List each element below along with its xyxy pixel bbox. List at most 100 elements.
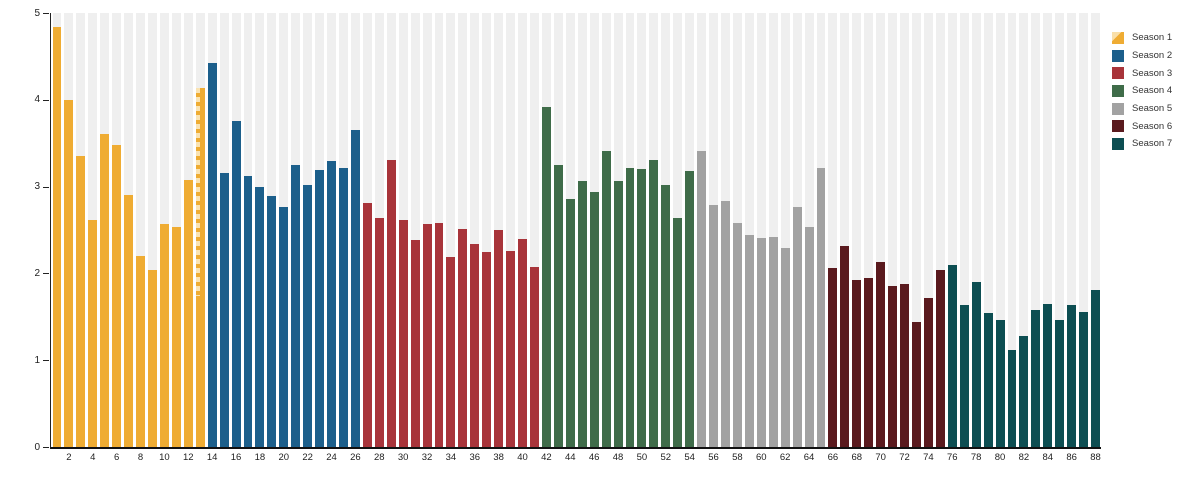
y-axis-label: 0 — [34, 441, 40, 453]
x-axis-label: 24 — [326, 452, 337, 463]
x-axis-label: 70 — [875, 452, 886, 463]
background-stripe — [1067, 13, 1077, 447]
bar-slot: 74 — [922, 13, 934, 463]
legend-item-season-1: Season 1 — [1112, 29, 1172, 47]
x-axis-label: 88 — [1090, 452, 1101, 463]
bar-slot — [505, 13, 517, 447]
legend-item-season-4: Season 4 — [1112, 82, 1172, 100]
bar-slot — [1030, 13, 1042, 447]
bar-episode-64-season-5 — [804, 226, 814, 447]
x-axis-label: 72 — [899, 452, 910, 463]
x-axis-label: 42 — [541, 452, 552, 463]
x-axis-label: 68 — [851, 452, 863, 463]
y-axis-label: 2 — [34, 267, 40, 279]
bar-slot: 66 — [827, 13, 839, 463]
bar-episode-48-season-4 — [613, 181, 623, 447]
bar-slot: 44 — [564, 13, 576, 463]
background-stripe — [1055, 13, 1065, 447]
bar-episode-12-season-1 — [183, 179, 193, 447]
x-axis-label: 66 — [827, 452, 839, 463]
bar-slot: 8 — [135, 13, 147, 463]
bar-slot — [170, 13, 182, 447]
y-axis-tick — [43, 99, 49, 101]
bar-slot — [194, 13, 206, 447]
bar-episode-35-season-3 — [458, 229, 468, 447]
bar-episode-86-season-7 — [1067, 304, 1077, 447]
bar-episode-49-season-4 — [625, 168, 635, 447]
y-axis-label: 5 — [34, 7, 40, 19]
bar-episode-16-season-2 — [231, 120, 241, 447]
bar-slot — [99, 13, 111, 447]
bar-slot — [600, 13, 612, 447]
bar-slot — [361, 13, 373, 447]
bar-episode-28-season-3 — [374, 217, 384, 447]
bar-slot: 42 — [540, 13, 552, 463]
bar-slot — [481, 13, 493, 447]
legend-swatch — [1112, 31, 1124, 44]
bar-slot: 60 — [755, 13, 767, 463]
bar-slot: 22 — [302, 13, 314, 463]
bar-episode-54-season-4 — [685, 170, 695, 447]
bar-slot: 12 — [182, 13, 194, 463]
y-axis-tick — [43, 447, 49, 448]
bar-episode-24-season-2 — [327, 160, 336, 447]
bar-slot — [433, 13, 445, 447]
bar-episode-50-season-4 — [637, 169, 647, 447]
bar-episode-55-season-5 — [697, 151, 707, 447]
x-axis-label: 44 — [564, 452, 576, 463]
x-axis-label: 80 — [994, 452, 1006, 463]
bar-episode-56-season-5 — [709, 204, 718, 447]
bar-episode-10-season-1 — [159, 223, 169, 447]
bar-episode-78-season-7 — [971, 282, 981, 447]
bar-slot — [1054, 13, 1066, 447]
bar-episode-13-season-1 — [195, 87, 205, 447]
bar-episode-63-season-5 — [792, 207, 802, 447]
y-axis-tick — [43, 360, 49, 362]
x-axis-label: 34 — [445, 452, 457, 463]
bar-slot: 70 — [875, 13, 887, 463]
background-stripe — [470, 13, 480, 447]
bar-episode-53-season-4 — [673, 217, 683, 447]
bar-slot: 86 — [1066, 13, 1078, 463]
x-axis-label: 10 — [159, 452, 170, 463]
bar-slot: 46 — [588, 13, 600, 463]
background-stripe — [518, 13, 527, 447]
bar-slot — [409, 13, 421, 447]
bar-episode-46-season-4 — [589, 191, 599, 447]
bar-episode-67-season-6 — [840, 245, 850, 447]
x-axis-label: 36 — [469, 452, 481, 463]
bar-episode-52-season-4 — [661, 184, 671, 447]
bar-episode-57-season-5 — [721, 201, 730, 447]
x-axis-label: 52 — [660, 452, 672, 463]
bar-episode-72-season-6 — [900, 283, 909, 447]
x-axis-label: 16 — [230, 452, 242, 463]
bar-slot: 54 — [684, 13, 696, 463]
bar-episode-20-season-2 — [279, 207, 289, 447]
y-axis-label: 1 — [34, 354, 40, 366]
bar-episode-77-season-7 — [959, 304, 969, 447]
bar-episode-23-season-2 — [315, 170, 325, 447]
background-stripe — [756, 13, 766, 447]
bar-episode-22-season-2 — [303, 184, 313, 447]
bar-episode-65-season-5 — [816, 168, 826, 447]
bar-slot: 56 — [708, 13, 720, 463]
bar-slot: 26 — [349, 13, 361, 463]
bar-slot: 38 — [493, 13, 505, 463]
bar-episode-29-season-3 — [386, 159, 396, 447]
background-stripe — [1007, 13, 1017, 447]
bar-episode-88-season-7 — [1091, 289, 1100, 447]
bar-episode-8-season-1 — [136, 256, 145, 447]
x-axis-label: 40 — [517, 452, 528, 463]
plot-area: 2 4 6 8 10 12 14 16 18 20 22 24 26 28 30 32 34 36 38 40 42 44… — [50, 13, 1101, 463]
bar-episode-4-season-1 — [88, 219, 98, 447]
bar-slot: 28 — [373, 13, 385, 463]
bar-slot — [75, 13, 87, 447]
x-axis-label: 56 — [708, 452, 719, 463]
background-stripe — [864, 13, 874, 447]
bar-episode-11-season-1 — [171, 227, 181, 447]
bar-episode-27-season-3 — [362, 203, 372, 447]
bar-slot — [624, 13, 636, 447]
background-stripe — [1031, 13, 1041, 447]
x-axis-label: 48 — [612, 452, 624, 463]
bar-slot: 18 — [254, 13, 266, 463]
